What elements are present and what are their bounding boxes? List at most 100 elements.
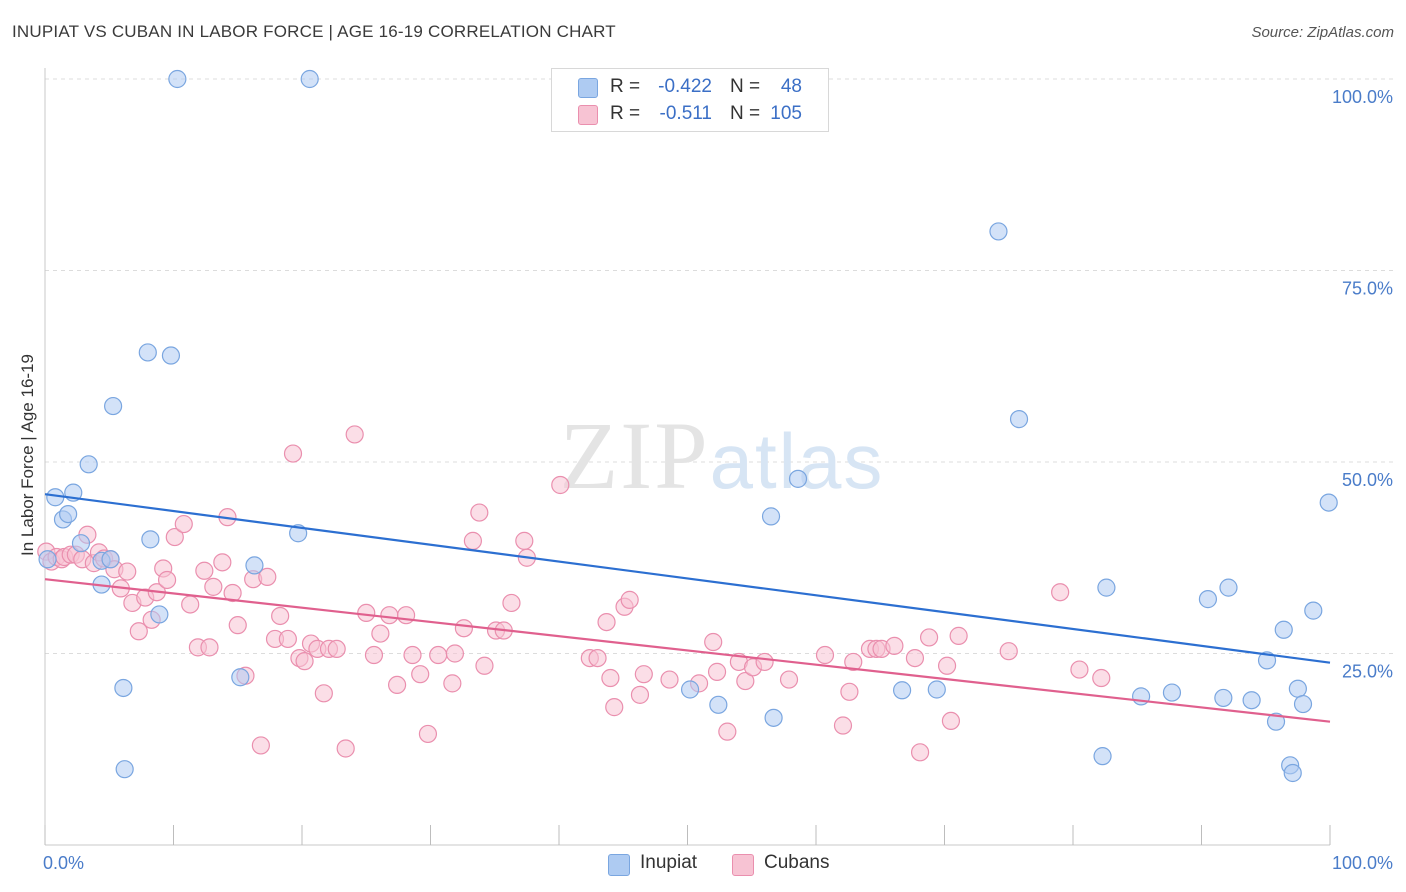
trend-line-cubans — [44, 578, 1331, 723]
data-point — [949, 626, 968, 645]
cubans-swatch — [578, 105, 598, 125]
data-point — [1293, 694, 1313, 714]
data-point — [1288, 679, 1307, 698]
y-tick-label: 75.0% — [1342, 279, 1393, 299]
data-point — [989, 222, 1008, 241]
trend-lines — [44, 493, 1331, 723]
data-point — [161, 346, 181, 365]
stats-row-inupiat: R = -0.422 N = 48 — [552, 74, 828, 101]
data-point — [357, 603, 376, 623]
y-tick-label: 50.0% — [1342, 470, 1393, 490]
data-point — [1214, 688, 1233, 708]
watermark: ZIPatlas — [560, 402, 885, 509]
data-point — [114, 678, 133, 698]
data-point — [371, 624, 390, 643]
data-point — [327, 639, 346, 659]
data-point — [213, 553, 232, 572]
data-point — [910, 743, 930, 762]
data-point — [59, 504, 78, 524]
data-point — [1009, 410, 1029, 429]
data-point — [755, 652, 774, 672]
data-point — [138, 343, 157, 362]
source-label: Source: ZipAtlas.com — [1251, 24, 1394, 41]
data-point — [892, 681, 912, 700]
data-point — [1319, 493, 1338, 512]
data-point — [251, 736, 270, 755]
data-point — [1257, 651, 1277, 670]
data-point — [1283, 763, 1302, 783]
data-point — [271, 606, 290, 626]
data-point — [101, 550, 120, 569]
data-point — [258, 567, 277, 587]
data-point — [295, 652, 314, 671]
r-value: -0.511 — [659, 103, 712, 124]
stats-row-cubans: R = -0.511 N = 105 — [552, 101, 828, 128]
data-point — [680, 680, 700, 699]
data-point — [300, 69, 319, 89]
n-label: N = — [730, 103, 761, 124]
data-point — [38, 550, 57, 569]
data-point — [761, 507, 781, 526]
data-point — [443, 674, 462, 693]
data-point — [999, 642, 1018, 661]
data-point — [364, 645, 384, 665]
data-point — [840, 682, 859, 701]
data-point — [1093, 747, 1112, 766]
data-point — [168, 69, 187, 89]
data-point — [634, 665, 653, 684]
stats-box: R = -0.422 N = 48 R = -0.511 N = 105 — [551, 68, 829, 132]
data-point — [709, 695, 728, 714]
data-point — [118, 562, 137, 581]
r-label: R = — [610, 103, 641, 124]
data-point — [228, 616, 247, 635]
series-inupiat — [38, 69, 1338, 783]
data-point — [380, 606, 399, 625]
data-point — [779, 670, 799, 689]
data-point — [601, 668, 620, 688]
data-point — [718, 722, 737, 741]
data-point — [283, 444, 303, 463]
data-point — [79, 455, 98, 474]
n-value: 105 — [770, 103, 802, 124]
data-point — [396, 606, 416, 625]
y-tick-label: 25.0% — [1342, 662, 1393, 682]
axes — [44, 68, 1331, 846]
data-point — [1274, 620, 1293, 639]
data-point — [336, 739, 355, 758]
data-point — [941, 711, 961, 731]
data-point — [788, 469, 808, 488]
data-point — [165, 527, 184, 547]
data-point — [630, 685, 650, 704]
legend-label: Cubans — [764, 852, 830, 873]
data-point — [245, 556, 264, 575]
data-point — [475, 656, 494, 675]
data-point — [905, 648, 925, 668]
data-point — [605, 698, 624, 717]
data-point — [157, 570, 177, 590]
data-point — [195, 561, 214, 580]
y-tick-label: 100.0% — [1332, 87, 1393, 107]
data-point — [314, 684, 333, 703]
data-point — [463, 531, 483, 550]
data-point — [1162, 683, 1182, 702]
data-point — [470, 503, 489, 522]
data-point — [1242, 691, 1261, 710]
data-point — [129, 622, 148, 641]
data-point — [707, 662, 727, 681]
r-label: R = — [610, 76, 641, 97]
data-point — [141, 530, 160, 549]
chart-title: INUPIAT VS CUBAN IN LABOR FORCE | AGE 16… — [12, 22, 616, 41]
cubans-legend-swatch — [732, 854, 754, 876]
data-point — [919, 628, 939, 647]
data-point — [278, 629, 297, 649]
data-point — [223, 583, 242, 603]
legend-label: Inupiat — [640, 852, 698, 873]
data-point — [445, 644, 465, 663]
data-point — [815, 645, 835, 665]
tick-labels: 25.0% 50.0% 75.0% 100.0% 0.0% 100.0% — [43, 87, 1393, 873]
data-point — [1304, 601, 1323, 620]
n-value: 48 — [780, 76, 802, 97]
n-label: N = — [730, 76, 761, 97]
trend-line-inupiat — [44, 493, 1331, 664]
